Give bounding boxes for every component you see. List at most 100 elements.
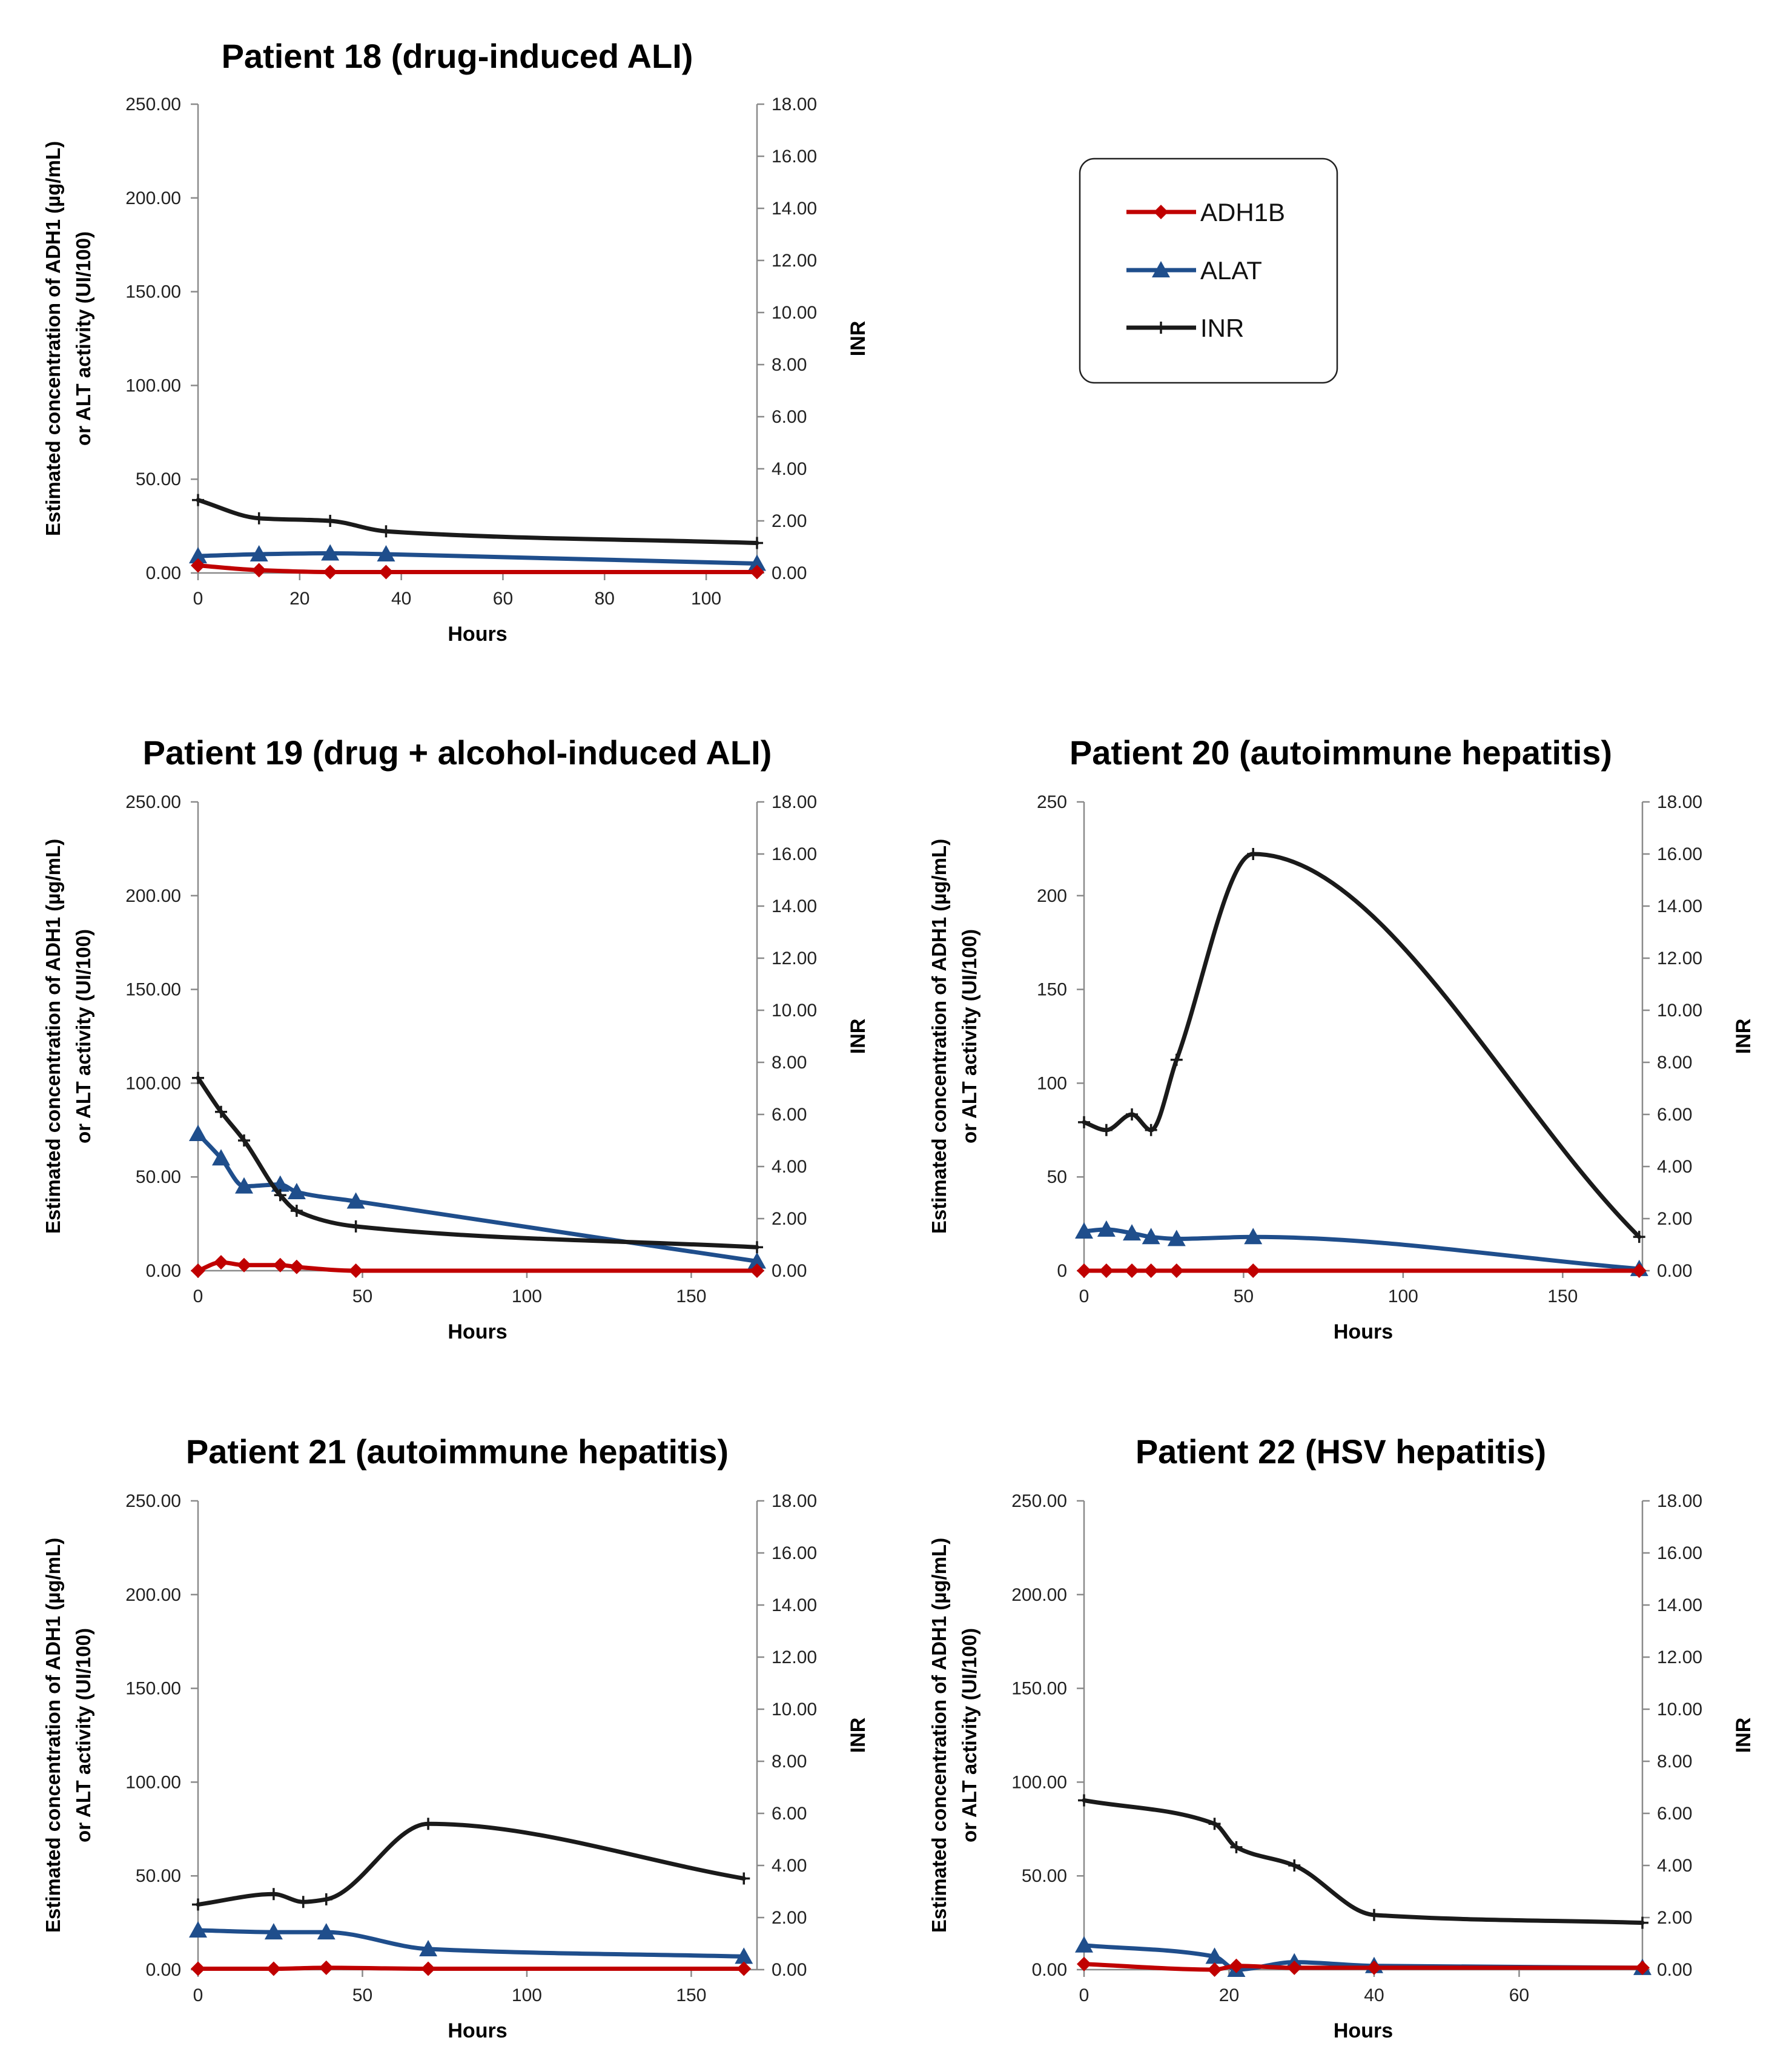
y2-tick-label: 4.00 <box>1657 1157 1692 1177</box>
data-point-inr <box>738 1872 750 1885</box>
data-point-alat <box>317 1923 336 1940</box>
y-tick-label: 150.00 <box>1011 1679 1067 1699</box>
series-alat <box>189 1124 766 1269</box>
data-point-adh1b <box>191 558 205 573</box>
y2-tick-label: 12.00 <box>772 1647 817 1667</box>
y2-axis-label: INR <box>1732 1019 1755 1054</box>
y2-tick-label: 16.00 <box>1657 1543 1702 1563</box>
x-tick-label: 150 <box>676 1286 706 1306</box>
x-tick-label: 0 <box>193 589 203 609</box>
y-tick-label: 250.00 <box>125 94 181 114</box>
series-line-alat <box>196 551 759 566</box>
x-axis-label: Hours <box>448 623 507 646</box>
data-point-inr <box>192 494 204 506</box>
y-tick-label: 50.00 <box>1022 1866 1067 1886</box>
data-point-inr <box>297 1896 309 1908</box>
data-point-inr <box>267 1888 280 1901</box>
y2-axis-label: INR <box>847 1718 870 1753</box>
x-tick-label: 40 <box>391 589 411 609</box>
y2-tick-label: 10.00 <box>772 1700 817 1719</box>
data-point-adh1b <box>1099 1263 1114 1278</box>
data-point-adh1b <box>323 564 338 580</box>
y2-tick-label: 16.00 <box>1657 844 1702 864</box>
y-tick-label: 200 <box>1037 886 1067 906</box>
x-tick-label: 60 <box>493 589 513 609</box>
y2-tick-label: 2.00 <box>772 1209 807 1229</box>
chart-p18: Patient 18 (drug-induced ALI) 0.00 50.00 10… <box>42 37 870 646</box>
data-point-adh1b <box>379 564 394 580</box>
series-alat <box>1075 1936 1651 1977</box>
data-point-adh1b <box>1125 1263 1140 1278</box>
x-tick-label: 40 <box>1364 1985 1384 2005</box>
data-point-inr <box>380 525 392 538</box>
y2-tick-label: 6.00 <box>1657 1105 1692 1125</box>
data-point-alat <box>189 547 207 564</box>
data-point-adh1b <box>421 1961 436 1976</box>
y2-tick-label: 18.00 <box>772 792 817 812</box>
data-point-adh1b <box>251 563 266 578</box>
y2-tick-label: 10.00 <box>1657 1001 1702 1021</box>
x-axis-label: Hours <box>1334 2019 1393 2042</box>
x-tick-label: 100 <box>512 1286 542 1306</box>
y2-tick-label: 4.00 <box>772 1856 807 1876</box>
chart-title: Patient 18 (drug-induced ALI) <box>222 37 693 75</box>
data-point-adh1b <box>1229 1958 1244 1973</box>
series-adh1b <box>191 558 764 580</box>
triangle-icon <box>1152 261 1170 277</box>
y-tick-label: 0.00 <box>1032 1960 1067 1980</box>
data-point-adh1b <box>1143 1263 1159 1278</box>
data-point-alat <box>419 1939 438 1956</box>
series-adh1b <box>1077 1263 1647 1278</box>
data-point-adh1b <box>1207 1962 1222 1977</box>
y-tick-label: 200.00 <box>1011 1585 1067 1605</box>
y2-tick-label: 4.00 <box>1657 1856 1692 1876</box>
data-point-inr <box>1208 1818 1221 1830</box>
chart-p21: Patient 21 (autoimmune hepatitis) 0.00 50.… <box>42 1432 870 2042</box>
y2-tick-label: 0.00 <box>772 1261 807 1281</box>
data-point-alat <box>1244 1228 1263 1245</box>
y2-tick-label: 6.00 <box>1657 1804 1692 1824</box>
y2-tick-label: 8.00 <box>1657 1053 1692 1073</box>
data-point-adh1b <box>1246 1263 1261 1278</box>
y2-tick-label: 8.00 <box>772 1053 807 1073</box>
legend-item-adh1b: ADH1B <box>1126 198 1285 227</box>
y2-tick-label: 4.00 <box>772 459 807 479</box>
data-point-inr <box>290 1205 303 1217</box>
series-line-inr <box>196 1076 759 1249</box>
data-point-alat <box>346 1192 365 1209</box>
data-point-adh1b <box>191 1961 205 1976</box>
y-tick-label: 250.00 <box>125 792 181 812</box>
data-point-alat <box>250 545 268 562</box>
data-point-inr <box>1367 1908 1380 1921</box>
y2-tick-label: 0.00 <box>1657 1261 1692 1281</box>
x-axis-label: Hours <box>448 1320 507 1343</box>
series-inr <box>192 1818 750 1911</box>
data-point-alat <box>1097 1220 1116 1237</box>
y2-tick-label: 0.00 <box>772 1960 807 1980</box>
data-point-inr <box>1100 1124 1113 1136</box>
y2-tick-label: 0.00 <box>1657 1960 1692 1980</box>
data-point-inr <box>1230 1841 1243 1853</box>
data-point-adh1b <box>319 1960 334 1975</box>
data-point-inr <box>1288 1859 1301 1872</box>
series-inr <box>1078 848 1645 1243</box>
data-point-adh1b <box>237 1257 252 1273</box>
data-point-inr <box>274 1189 286 1202</box>
legend: ADH1B ALAT INR <box>1079 157 1338 384</box>
data-point-alat <box>235 1177 254 1194</box>
data-point-adh1b <box>1169 1263 1184 1278</box>
data-point-inr <box>320 1893 332 1905</box>
y2-tick-label: 18.00 <box>772 94 817 114</box>
y2-tick-label: 12.00 <box>1657 948 1702 968</box>
data-point-inr <box>215 1105 228 1118</box>
y2-tick-label: 2.00 <box>772 511 807 531</box>
x-axis-label: Hours <box>448 2019 507 2042</box>
y2-tick-label: 18.00 <box>1657 792 1702 812</box>
series-line-adh1b <box>196 563 759 575</box>
x-tick-label: 150 <box>1547 1286 1578 1306</box>
data-point-adh1b <box>750 564 764 580</box>
data-point-adh1b <box>289 1259 304 1274</box>
series-inr <box>1078 1794 1648 1929</box>
y-axis-label-line2: or ALT activity (UI/100) <box>72 1628 94 1842</box>
series-adh1b <box>191 1960 752 1976</box>
